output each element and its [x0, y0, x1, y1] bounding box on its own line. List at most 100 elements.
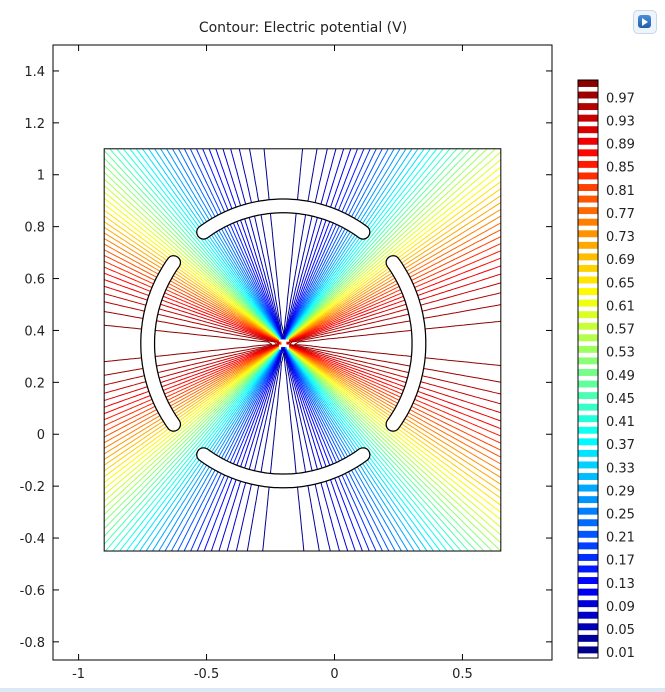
- contour-line: [210, 148, 356, 552]
- y-tick-label: 0.8: [24, 221, 45, 236]
- colorbar-segment: [578, 218, 598, 226]
- x-tick-label: 0.5: [452, 667, 473, 682]
- colorbar-segment: [578, 565, 598, 573]
- y-tick-label: 1: [37, 169, 45, 184]
- y-tick-label: 0.2: [24, 376, 45, 391]
- contour-line: [104, 320, 501, 367]
- colorbar-label: 0.17: [606, 554, 635, 569]
- colorbar-segment: [578, 623, 598, 631]
- electrode-body: [141, 256, 180, 431]
- contour-line: [104, 265, 501, 422]
- contour-line: [196, 148, 370, 552]
- colorbar-segment: [578, 600, 598, 608]
- colorbar-segment: [578, 542, 598, 550]
- contour-line: [104, 148, 501, 544]
- axes: -1 -0.5 0 0.5 -0.8 -0.6 -0.4 -0.2 0 0.2 0.4 0.6 0.8 1…: [20, 44, 553, 682]
- y-tick-label: -0.4: [20, 532, 45, 547]
- colorbar-segment: [578, 137, 598, 145]
- colorbar-segment: [578, 415, 598, 423]
- contour-line: [105, 148, 462, 552]
- y-tick-label: -0.8: [20, 636, 45, 651]
- colorbar-segment: [578, 126, 598, 134]
- chart-title: Contour: Electric potential (V): [199, 20, 407, 36]
- y-tick-label: 0.6: [24, 273, 45, 288]
- y-tick-label: 0.4: [24, 324, 45, 339]
- window-bottom-strip: [0, 688, 665, 692]
- colorbar-segment: [578, 473, 598, 480]
- contour-line: [112, 148, 455, 552]
- contour-group: [104, 148, 501, 552]
- colorbar-segment: [578, 449, 598, 457]
- colorbar-segment: [578, 530, 598, 538]
- colorbar-label: 0.89: [606, 138, 635, 153]
- colorbar-label: 0.57: [606, 323, 635, 338]
- contour-line: [104, 166, 501, 521]
- colorbar-segment: [578, 357, 598, 365]
- colorbar-segment: [578, 114, 598, 122]
- colorbar-label: 0.45: [606, 392, 635, 407]
- colorbar-segment: [578, 461, 598, 469]
- colorbar-segment: [578, 149, 598, 157]
- colorbar-label: 0.49: [606, 369, 635, 384]
- colorbar-label: 0.33: [606, 461, 635, 476]
- x-tick-label: -0.5: [194, 667, 219, 682]
- x-tick-label: 0: [330, 667, 338, 682]
- colorbar-segment: [578, 519, 598, 527]
- colorbar-label: 0.65: [606, 276, 635, 291]
- electrode-body: [197, 448, 370, 488]
- contour-line: [104, 148, 477, 552]
- contour-line: [262, 148, 305, 552]
- colorbar-label: 0.97: [606, 91, 635, 106]
- colorbar-label: 0.25: [606, 508, 635, 523]
- y-tick-label: -0.6: [20, 584, 45, 599]
- colorbar-label: 0.13: [606, 577, 635, 592]
- x-tick-label: -1: [72, 667, 85, 682]
- colorbar-label: 0.21: [606, 531, 635, 546]
- colorbar-segment: [578, 426, 598, 434]
- colorbar-label: 0.73: [606, 230, 635, 245]
- colorbar: 0.97 0.93 0.89 0.85 0.81 0.77 0.73 0.69 0.65 0.61…: [577, 79, 635, 661]
- contour-line: [104, 202, 501, 485]
- colorbar-segment: [578, 172, 598, 180]
- colorbar-segment: [578, 611, 598, 619]
- colorbar-segment: [578, 207, 598, 215]
- plot-frame: [52, 44, 553, 661]
- electrode-body: [197, 199, 370, 239]
- y-tick-label: 1.4: [24, 65, 45, 80]
- contour-line: [104, 222, 501, 465]
- colorbar-segment: [578, 484, 598, 492]
- contour-lines: [104, 148, 501, 552]
- colorbar-segment: [578, 103, 598, 111]
- colorbar-label: 0.09: [606, 600, 635, 615]
- colorbar-segment: [578, 588, 598, 596]
- contour-line: [104, 282, 501, 405]
- colorbar-segment: [578, 369, 598, 376]
- colorbar-label: 0.69: [606, 253, 635, 268]
- contour-line: [104, 243, 501, 444]
- colorbar-segment: [578, 403, 598, 411]
- colorbar-segment: [578, 345, 598, 353]
- colorbar-segment: [578, 634, 598, 642]
- software-logo-icon[interactable]: [633, 10, 657, 34]
- colorbar-label: 0.37: [606, 438, 635, 453]
- colorbar-segment: [578, 195, 598, 203]
- colorbar-segment: [578, 299, 598, 307]
- colorbar-label: 0.53: [606, 346, 635, 361]
- y-tick-label: 1.2: [24, 117, 45, 132]
- colorbar-label: 0.01: [606, 646, 635, 661]
- colorbar-segment: [578, 392, 598, 400]
- colorbar-segment: [578, 322, 598, 330]
- colorbar-label: 0.77: [606, 207, 635, 222]
- colorbar-segment: [578, 496, 598, 504]
- colorbar-segment: [578, 646, 598, 654]
- contour-line: [226, 148, 340, 552]
- contour-line: [104, 273, 501, 414]
- colorbar-label: 0.29: [606, 484, 635, 499]
- contour-line: [104, 148, 469, 552]
- domain-boundary: [103, 148, 502, 552]
- colorbar-label: 0.93: [606, 114, 635, 129]
- colorbar-label: 0.81: [606, 184, 635, 199]
- colorbar-segment: [578, 241, 598, 249]
- contour-line: [203, 148, 363, 552]
